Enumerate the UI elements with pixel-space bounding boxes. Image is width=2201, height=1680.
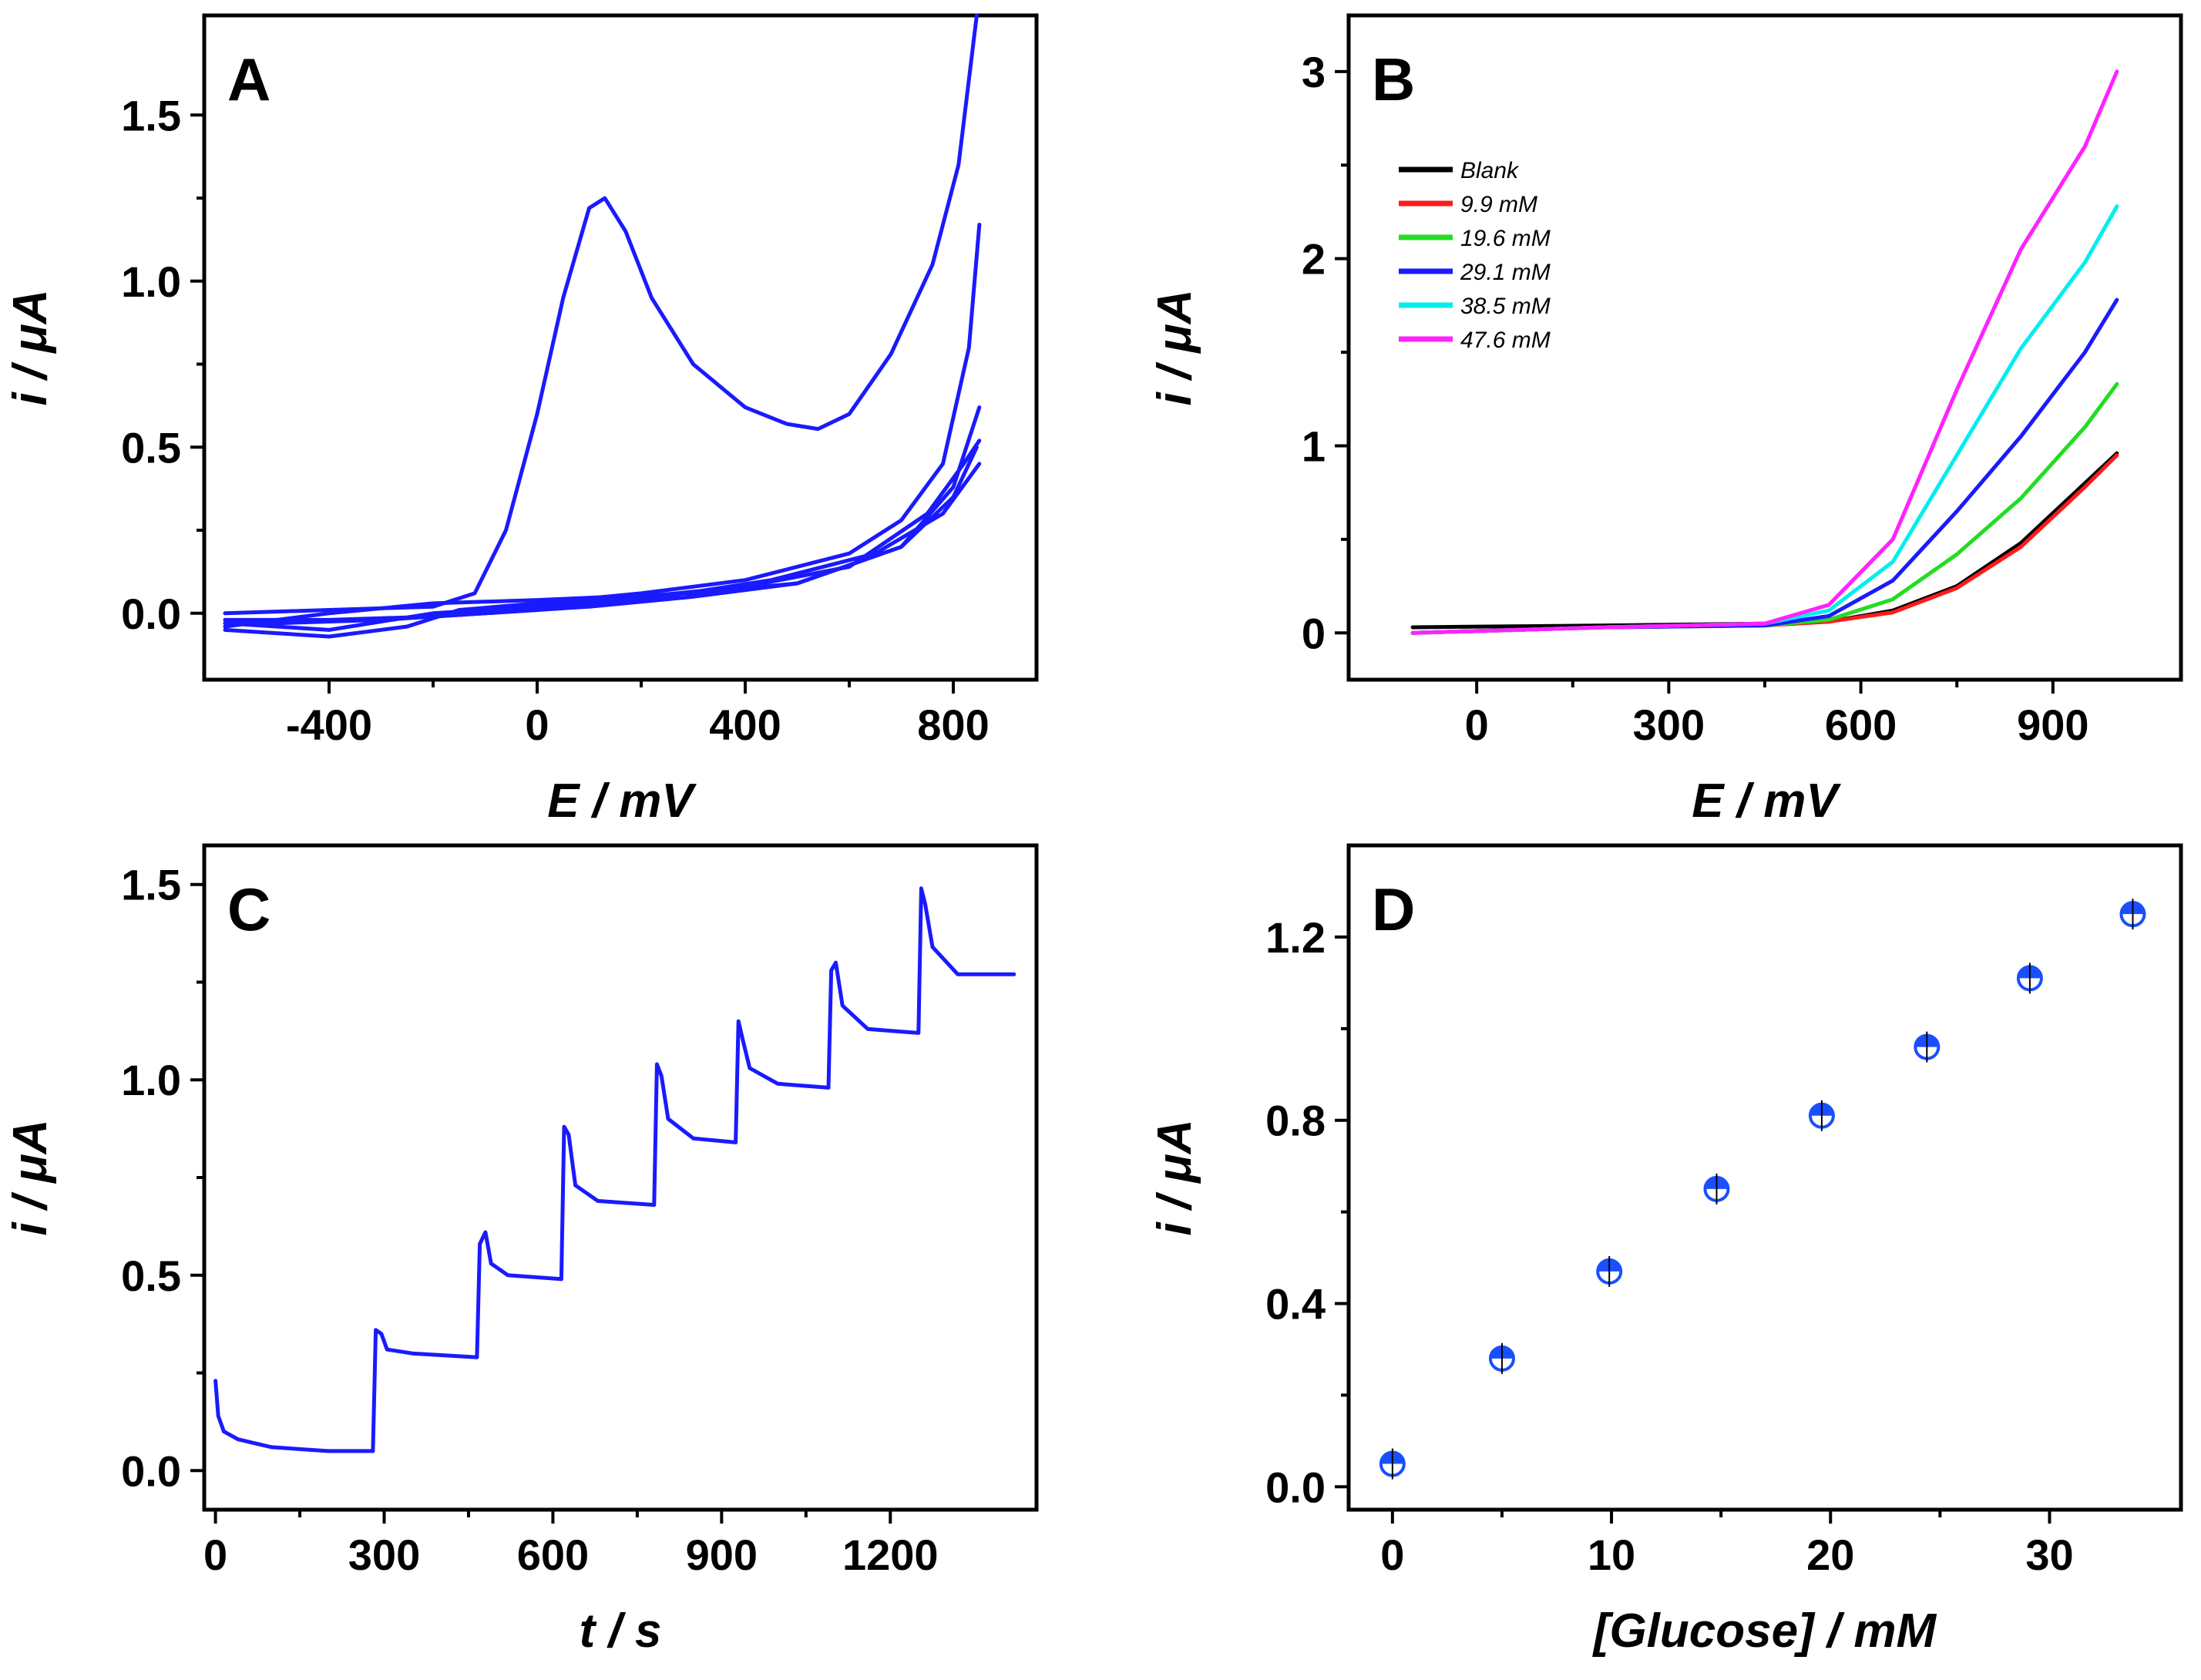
y-axis-unit: / μA: [1148, 1119, 1201, 1222]
data-point: [1379, 1448, 1406, 1480]
x-axis-unit: / mV: [1724, 774, 1842, 828]
series-line-1: [1410, 453, 2119, 635]
series-line-5: [223, 462, 982, 622]
x-tick-label: 20: [1806, 1530, 1854, 1579]
y-tick-label: 0: [1302, 609, 1326, 657]
x-tick-label: 800: [917, 701, 989, 749]
legend-label: 29.1 mM: [1460, 260, 1551, 285]
series-line-5: [1410, 69, 2119, 635]
x-tick-label: -400: [286, 701, 372, 749]
x-axis-variable: E: [547, 774, 580, 828]
y-axis-variable: i: [1148, 391, 1201, 406]
data-point: [2119, 899, 2146, 930]
y-tick-label: 3: [1302, 48, 1326, 96]
plot-frame: [202, 13, 1039, 682]
x-tick-label: 1200: [842, 1530, 939, 1579]
y-axis-label: i / μA: [1148, 1119, 1201, 1235]
series-line-0: [1410, 451, 2119, 630]
y-tick-label: 0.8: [1265, 1097, 1326, 1145]
legend-label: 38.5 mM: [1460, 294, 1551, 319]
data-point: [1914, 1031, 1941, 1063]
y-axis-unit: / μA: [4, 289, 57, 392]
y-tick-label: 0.5: [121, 1252, 181, 1300]
x-axis-variable: E: [1692, 774, 1725, 828]
panel-letter: A: [227, 45, 271, 113]
plot-frame: [202, 843, 1039, 1512]
x-axis-label: E / mV: [1692, 774, 1841, 828]
x-tick-label: 300: [1633, 701, 1705, 749]
plot-frame: [1346, 843, 2183, 1512]
panel-c: 0 300 600 900 1200 0.0 0.5 1.0 1.5 t / s i / μA C: [4, 843, 1039, 1658]
panel-letter: B: [1372, 45, 1415, 113]
x-axis-unit: / mV: [580, 774, 697, 828]
panel-letter: D: [1372, 875, 1415, 943]
y-tick-label: 1.5: [121, 91, 181, 139]
x-tick-label: 30: [2025, 1530, 2073, 1579]
x-tick-label: 0: [525, 701, 549, 749]
y-axis-unit: / μA: [1148, 289, 1201, 392]
y-axis-variable: i: [1148, 1221, 1201, 1236]
x-tick-label: 0: [1380, 1530, 1404, 1579]
y-tick-label: 1.0: [121, 257, 181, 306]
y-tick-label: 0.4: [1265, 1279, 1326, 1328]
y-tick-label: 1.5: [121, 861, 181, 909]
y-tick-label: 1.0: [121, 1056, 181, 1104]
y-tick-label: 2: [1302, 235, 1326, 284]
x-tick-label: 600: [517, 1530, 589, 1579]
x-tick-label: 0: [1465, 701, 1489, 749]
x-tick-label: 10: [1588, 1530, 1635, 1579]
y-axis-variable: i: [4, 391, 57, 406]
x-axis-label: E / mV: [547, 774, 697, 828]
x-tick-label: 300: [348, 1530, 420, 1579]
data-point: [1808, 1100, 1835, 1131]
legend-label: 19.6 mM: [1460, 226, 1551, 251]
x-axis-variable: [Glucose]: [1592, 1604, 1816, 1658]
panel-a: -400 0 400 800 0.0 0.5 1.0 1.5 E / mV i / μA A: [4, 13, 1039, 828]
x-axis-variable: t: [580, 1604, 597, 1658]
y-tick-label: 1.2: [1265, 913, 1326, 962]
y-tick-label: 1: [1302, 422, 1326, 470]
panel-b: 0 300 600 900 0 1 2 3 E / mV i / μA B Blank 9.9 mM 19…: [1148, 13, 2183, 828]
x-tick-label: 0: [203, 1530, 227, 1579]
data-point: [1703, 1173, 1730, 1205]
series-line-4: [223, 438, 982, 632]
y-axis-label: i / μA: [1148, 289, 1201, 405]
y-tick-label: 0.0: [121, 590, 181, 638]
y-tick-label: 0.0: [1265, 1463, 1326, 1511]
x-tick-label: 900: [686, 1530, 758, 1579]
panel-d: 0 10 20 30 0.0 0.4 0.8 1.2 [Glucose] / mM i / μA D: [1148, 843, 2183, 1658]
data-point: [1488, 1342, 1515, 1374]
x-tick-label: 900: [2017, 701, 2088, 749]
legend: Blank 9.9 mM 19.6 mM 29.1 mM 38.5 mM 47.6 mM: [1399, 158, 1551, 353]
series-line-3: [223, 405, 982, 626]
x-tick-label: 600: [1825, 701, 1897, 749]
y-axis-label: i / μA: [4, 289, 57, 405]
legend-label: Blank: [1460, 158, 1520, 183]
legend-label: 9.9 mM: [1460, 192, 1537, 217]
panel-letter: C: [227, 875, 271, 943]
series-line-2: [1410, 381, 2119, 635]
data-point: [1596, 1255, 1623, 1287]
y-axis-unit: / μA: [4, 1119, 57, 1222]
y-tick-label: 0.0: [121, 1446, 181, 1495]
x-axis-label: t / s: [580, 1604, 662, 1658]
y-tick-label: 0.5: [121, 423, 181, 472]
series-line-0: [213, 886, 1016, 1453]
x-axis-label: [Glucose] / mM: [1592, 1604, 1937, 1658]
data-point: [2016, 963, 2043, 994]
y-axis-variable: i: [4, 1221, 57, 1236]
x-axis-unit: / s: [595, 1604, 661, 1658]
x-axis-unit: / mM: [1814, 1604, 1937, 1658]
series-line-2: [223, 223, 982, 639]
series-line-0: [223, 13, 979, 616]
y-axis-label: i / μA: [4, 1119, 57, 1235]
legend-label: 47.6 mM: [1460, 328, 1551, 353]
x-tick-label: 400: [709, 701, 781, 749]
